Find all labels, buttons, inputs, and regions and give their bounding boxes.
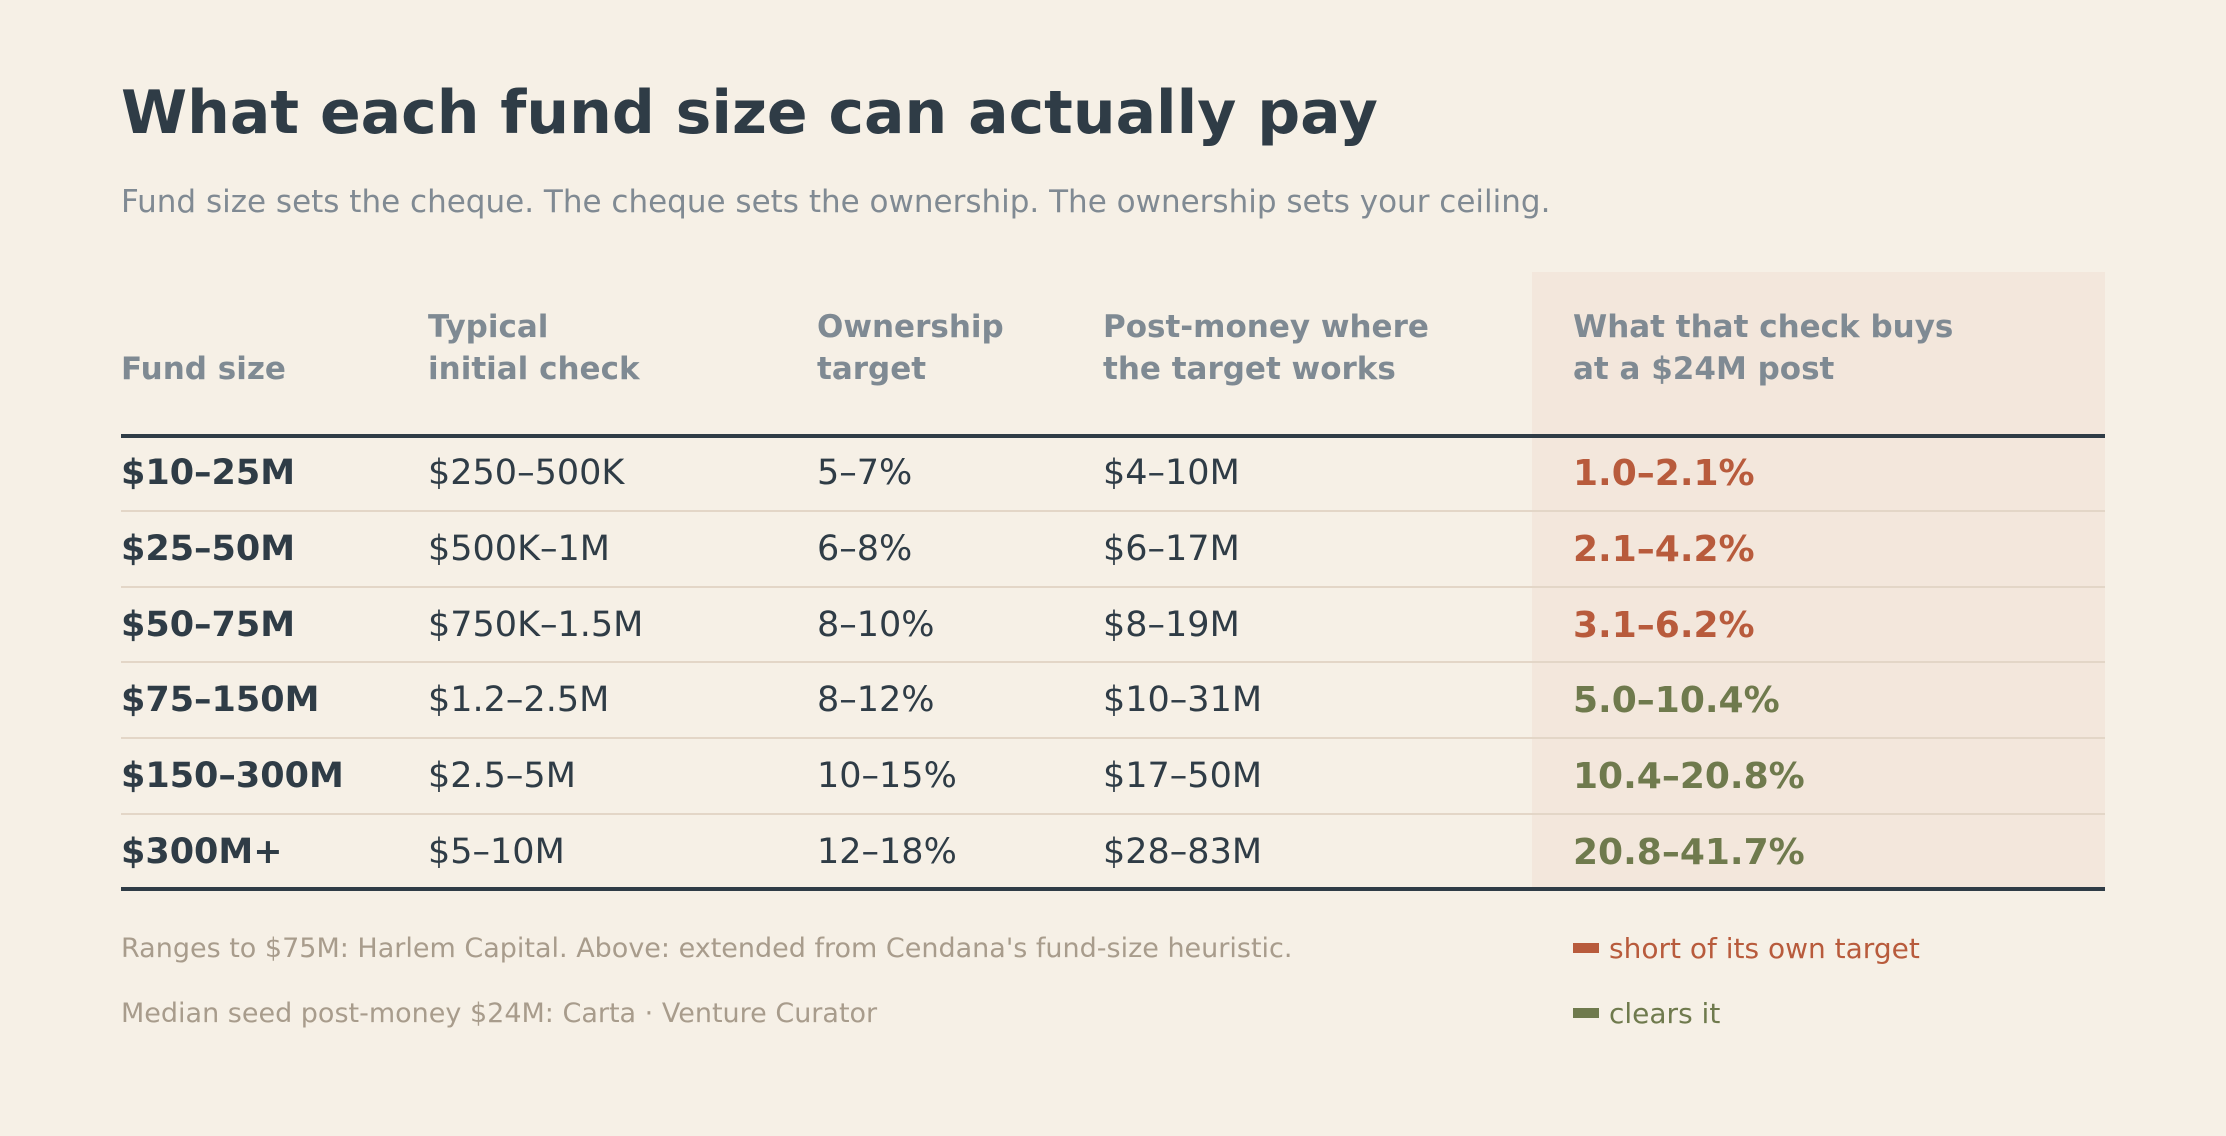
legend-clears-swatch (1573, 1008, 1599, 1018)
table-row: $25–50M $500K–1M 6–8% $6–17M 2.1–4.2% (0, 512, 2226, 587)
row-divider (121, 586, 2105, 588)
cell-post-money: $10–31M (1103, 680, 1263, 720)
header-check-buys: What that check buys at a $24M post (1573, 309, 1954, 387)
table-bottom-rule (121, 887, 2105, 891)
row-divider (121, 813, 2105, 815)
cell-ownership-target: 8–12% (817, 680, 935, 720)
header-fund-size: Fund size (121, 351, 286, 387)
cell-fund-size: $150–300M (121, 756, 344, 796)
cell-initial-check: $250–500K (428, 453, 625, 493)
cell-fund-size: $300M+ (121, 832, 283, 872)
cell-check-buys: 5.0–10.4% (1573, 680, 1780, 721)
row-divider (121, 661, 2105, 663)
legend-clears: clears it (1573, 997, 1720, 1030)
page-title: What each fund size can actually pay (121, 78, 1378, 148)
cell-post-money: $17–50M (1103, 756, 1263, 796)
header-typical-check: Typical initial check (428, 309, 640, 387)
row-divider (121, 510, 2105, 512)
cell-ownership-target: 10–15% (817, 756, 957, 796)
table-row: $300M+ $5–10M 12–18% $28–83M 20.8–41.7% (0, 815, 2226, 890)
cell-fund-size: $10–25M (121, 453, 296, 493)
cell-initial-check: $500K–1M (428, 529, 610, 569)
cell-check-buys: 2.1–4.2% (1573, 529, 1755, 570)
row-divider (121, 737, 2105, 739)
cell-initial-check: $750K–1.5M (428, 605, 644, 645)
cell-initial-check: $2.5–5M (428, 756, 576, 796)
source-note-2: Median seed post-money $24M: Carta · Ven… (121, 998, 878, 1029)
cell-post-money: $28–83M (1103, 832, 1263, 872)
cell-check-buys: 3.1–6.2% (1573, 605, 1755, 646)
legend-short: short of its own target (1573, 932, 1920, 965)
legend-short-label: short of its own target (1609, 932, 1920, 965)
cell-check-buys: 1.0–2.1% (1573, 453, 1755, 494)
cell-ownership-target: 5–7% (817, 453, 913, 493)
header-rule (121, 434, 2105, 438)
header-post-money: Post-money where the target works (1103, 309, 1429, 387)
cell-initial-check: $5–10M (428, 832, 565, 872)
page-subtitle: Fund size sets the cheque. The cheque se… (121, 184, 1551, 220)
source-note-1: Ranges to $75M: Harlem Capital. Above: e… (121, 933, 1293, 964)
legend-clears-label: clears it (1609, 997, 1721, 1030)
table-row: $10–25M $250–500K 5–7% $4–10M 1.0–2.1% (0, 436, 2226, 511)
cell-ownership-target: 6–8% (817, 529, 913, 569)
highlight-column-background (1532, 272, 2105, 889)
legend-short-swatch (1573, 943, 1599, 953)
table-row: $50–75M $750K–1.5M 8–10% $8–19M 3.1–6.2% (0, 588, 2226, 663)
cell-fund-size: $25–50M (121, 529, 296, 569)
cell-post-money: $4–10M (1103, 453, 1240, 493)
cell-post-money: $6–17M (1103, 529, 1240, 569)
cell-initial-check: $1.2–2.5M (428, 680, 610, 720)
cell-check-buys: 10.4–20.8% (1573, 756, 1805, 797)
cell-ownership-target: 12–18% (817, 832, 957, 872)
table-row: $150–300M $2.5–5M 10–15% $17–50M 10.4–20… (0, 739, 2226, 814)
cell-fund-size: $75–150M (121, 680, 320, 720)
cell-post-money: $8–19M (1103, 605, 1240, 645)
table-row: $75–150M $1.2–2.5M 8–12% $10–31M 5.0–10.… (0, 663, 2226, 738)
cell-check-buys: 20.8–41.7% (1573, 832, 1805, 873)
cell-fund-size: $50–75M (121, 605, 296, 645)
header-ownership-target: Ownership target (817, 309, 1004, 387)
cell-ownership-target: 8–10% (817, 605, 935, 645)
